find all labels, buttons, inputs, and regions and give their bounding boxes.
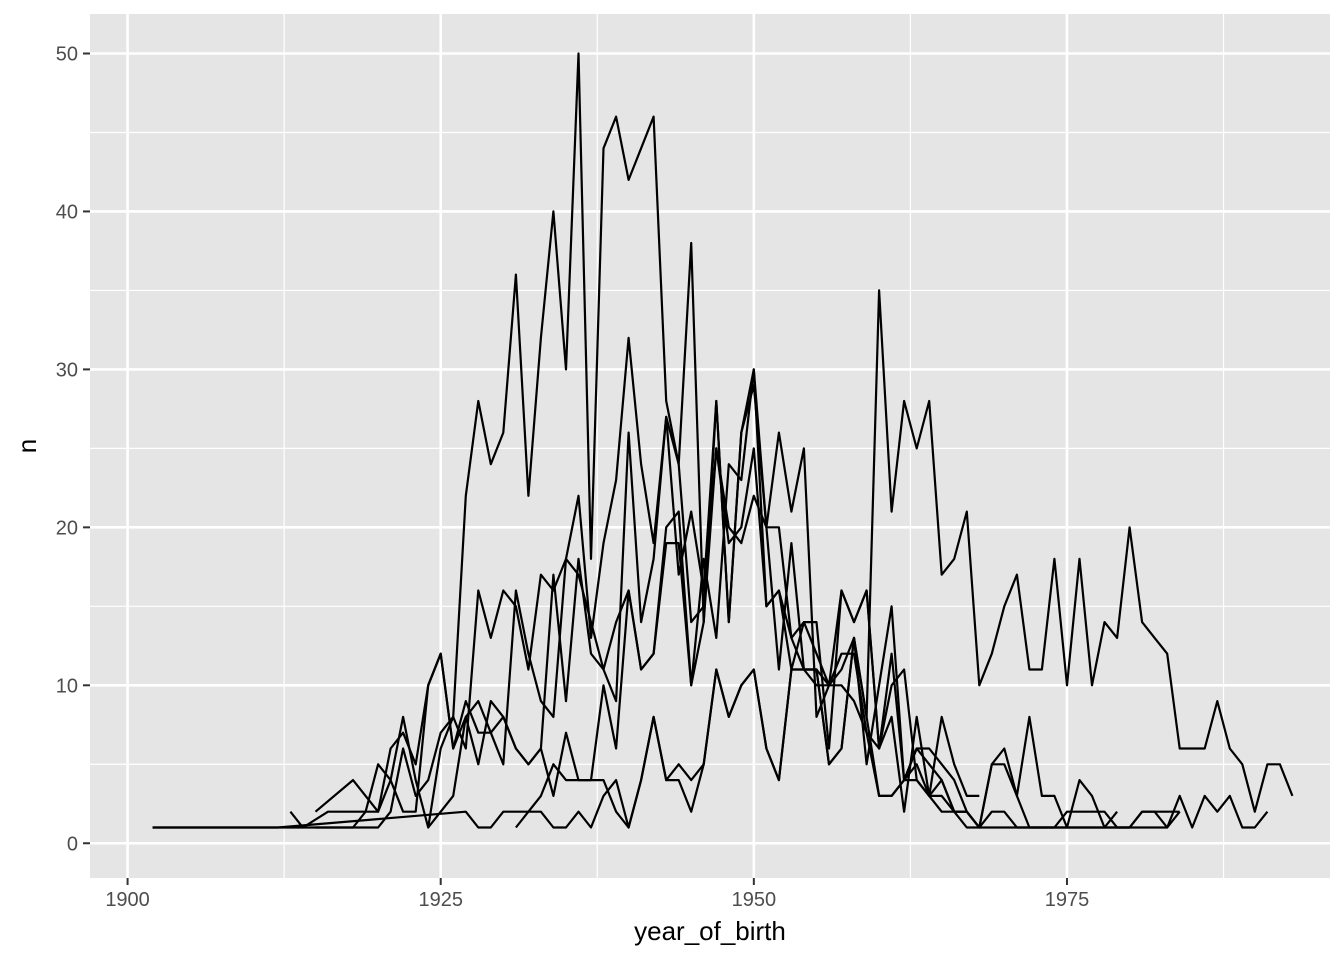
series-line-3 xyxy=(314,384,1118,829)
y-tick-label: 20 xyxy=(56,517,78,539)
x-tick-label: 1900 xyxy=(105,889,150,911)
y-tick-label: 50 xyxy=(56,43,78,65)
plot-panel xyxy=(90,14,1330,878)
y-tick-label: 40 xyxy=(56,201,78,223)
x-tick-label: 1950 xyxy=(732,889,777,911)
y-tick-label: 0 xyxy=(67,833,78,855)
major-gridlines xyxy=(90,14,1330,878)
series-line-2 xyxy=(289,336,980,829)
series-line-7 xyxy=(515,636,1181,829)
x-axis: 1900 1925 1950 1975 xyxy=(105,878,1089,911)
y-axis: 0 10 20 30 40 50 xyxy=(56,43,90,855)
x-axis-title: year_of_birth xyxy=(634,916,786,946)
y-axis-title: n xyxy=(12,439,42,453)
series-line-4 xyxy=(315,368,1180,829)
x-tick-label: 1975 xyxy=(1045,889,1090,911)
y-tick-label: 10 xyxy=(56,675,78,697)
y-tick-label: 30 xyxy=(56,359,78,381)
series-lines xyxy=(152,52,1294,829)
minor-gridlines xyxy=(90,14,1330,878)
x-tick-label: 1925 xyxy=(418,889,463,911)
